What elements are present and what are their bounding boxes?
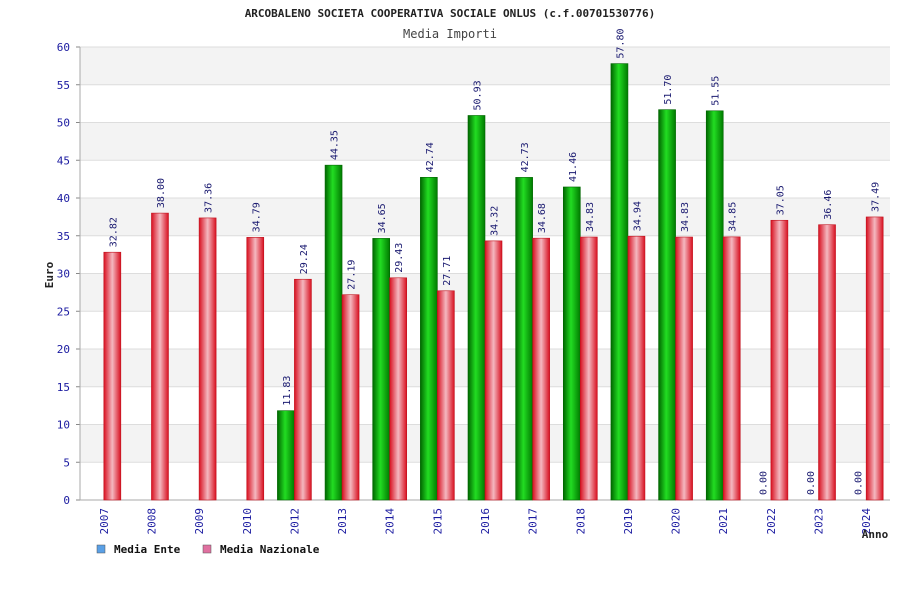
x-tick-label: 2023 [813, 508, 826, 535]
data-label: 34.83 [585, 202, 596, 232]
bar-media-nazionale [865, 216, 884, 501]
chart-subtitle: Media Importi [403, 27, 497, 41]
bar-media-ente [372, 238, 391, 501]
bar-media-ente [658, 109, 676, 501]
x-tick-label: 2021 [717, 508, 730, 535]
data-label: 57.80 [615, 29, 626, 59]
data-label: 50.93 [473, 80, 484, 110]
data-label: 32.82 [108, 217, 119, 247]
legend-swatch [202, 544, 212, 554]
bar-media-nazionale [294, 278, 312, 501]
x-tick-label: 2015 [431, 508, 444, 535]
plot-band [80, 47, 890, 85]
bar-media-nazionale [103, 251, 122, 501]
bar-media-nazionale [627, 235, 646, 501]
bar-media-nazionale [818, 224, 836, 501]
y-tick-label: 5 [63, 456, 70, 469]
x-tick-label: 2007 [98, 508, 111, 535]
y-tick-label: 30 [57, 268, 70, 281]
y-tick-label: 15 [57, 381, 70, 394]
data-label: 36.46 [823, 190, 834, 220]
legend-swatch [96, 544, 106, 554]
data-label: 0.00 [854, 471, 865, 495]
data-label: 29.43 [394, 243, 405, 273]
bar-media-nazionale [579, 236, 598, 501]
y-tick-label: 10 [57, 419, 70, 432]
bar-media-ente [515, 177, 533, 501]
x-tick-label: 2024 [860, 508, 873, 535]
bar-media-nazionale [722, 236, 741, 501]
y-tick-label: 45 [57, 154, 70, 167]
data-label: 44.35 [330, 130, 341, 160]
bar-media-nazionale [770, 219, 789, 501]
bar-media-ente [420, 177, 438, 501]
x-tick-label: 2020 [670, 508, 683, 535]
x-tick-label: 2013 [336, 508, 349, 535]
bar-media-nazionale [151, 212, 169, 501]
bar-media-nazionale [246, 237, 265, 501]
bar-media-nazionale [484, 240, 503, 501]
y-tick-label: 60 [57, 41, 70, 54]
bar-media-nazionale [437, 290, 455, 501]
data-label: 42.74 [425, 142, 436, 172]
data-label: 29.24 [299, 244, 310, 274]
data-label: 27.19 [347, 260, 358, 290]
y-tick-label: 40 [57, 192, 70, 205]
legend-label: Media Ente [114, 543, 181, 556]
data-label: 41.46 [568, 152, 579, 182]
y-tick-label: 55 [57, 79, 70, 92]
y-tick-label: 35 [57, 230, 70, 243]
data-label: 51.70 [663, 75, 674, 105]
bar-media-nazionale [675, 236, 693, 501]
data-label: 11.83 [282, 376, 293, 406]
x-tick-label: 2018 [574, 508, 587, 535]
y-tick-label: 20 [57, 343, 70, 356]
chart-title: ARCOBALENO SOCIETA COOPERATIVA SOCIALE O… [245, 7, 656, 20]
data-label: 42.73 [520, 142, 531, 172]
bar-media-ente [467, 115, 486, 501]
data-label: 34.85 [728, 202, 739, 232]
data-label: 34.94 [632, 201, 643, 231]
data-label: 27.71 [442, 256, 453, 286]
y-tick-label: 25 [57, 305, 70, 318]
data-label: 51.55 [711, 76, 722, 106]
x-tick-label: 2012 [288, 508, 301, 535]
x-axis-label: Anno [862, 528, 889, 541]
bar-media-ente [705, 110, 724, 501]
bar-media-nazionale [389, 277, 408, 501]
bar-media-ente [562, 186, 581, 501]
bar-media-ente [277, 410, 295, 501]
bar-media-nazionale [198, 217, 217, 501]
x-tick-label: 2016 [479, 508, 492, 535]
bar-media-nazionale [341, 294, 360, 501]
x-tick-label: 2019 [622, 508, 635, 535]
data-label: 38.00 [156, 178, 167, 208]
x-tick-label: 2008 [145, 508, 158, 535]
x-tick-label: 2014 [384, 508, 397, 535]
data-label: 37.49 [871, 182, 882, 212]
data-label: 37.36 [204, 183, 215, 213]
data-label: 34.65 [377, 203, 388, 233]
x-tick-label: 2022 [765, 508, 778, 535]
y-axis-label: Euro [43, 261, 56, 288]
data-label: 34.83 [680, 202, 691, 232]
data-label: 34.79 [251, 202, 262, 232]
x-tick-label: 2009 [193, 508, 206, 535]
legend-label: Media Nazionale [220, 543, 320, 556]
bar-media-ente [610, 63, 629, 501]
data-label: 34.32 [490, 206, 501, 236]
data-label: 37.05 [775, 185, 786, 215]
y-tick-label: 50 [57, 117, 70, 130]
data-label: 0.00 [806, 471, 817, 495]
data-label: 0.00 [758, 471, 769, 495]
x-tick-label: 2017 [527, 508, 540, 535]
x-tick-label: 2010 [241, 508, 254, 535]
bar-media-ente [324, 164, 343, 501]
data-label: 34.68 [537, 203, 548, 233]
bar-media-nazionale [532, 237, 550, 501]
y-tick-label: 0 [63, 494, 70, 507]
